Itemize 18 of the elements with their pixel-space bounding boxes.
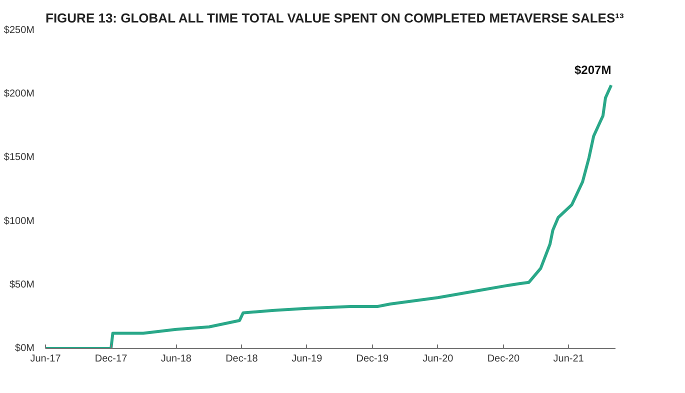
- y-tick-label: $0M: [15, 343, 34, 354]
- x-tick-label: Dec-18: [226, 354, 258, 364]
- y-tick-label: $250M: [4, 25, 34, 36]
- y-tick-label: $50M: [9, 279, 34, 290]
- x-tick-label: Jun-17: [30, 354, 62, 364]
- y-tick-label: $100M: [4, 216, 34, 227]
- x-tick-label: Jun-20: [422, 354, 454, 364]
- annotation: $207M: [574, 63, 612, 78]
- x-tick-label: Jun-21: [553, 354, 584, 364]
- x-tick-label: Jun-19: [292, 354, 323, 364]
- x-tick-label: Dec-17: [94, 354, 128, 364]
- line-series: [46, 84, 613, 348]
- x-tick-label: Jun-18: [160, 354, 192, 364]
- y-tick-label: $150M: [4, 152, 34, 164]
- y-tick-label: $200M: [4, 88, 34, 100]
- chart-title: FIGURE 13: GLOBAL ALL TIME TOTAL VALUE SPENT ON COMPLETED METAVERSE SALES¹³: [46, 10, 624, 26]
- x-tick-label: Dec-20: [487, 354, 520, 364]
- x-tick-label: Dec-19: [356, 354, 389, 364]
